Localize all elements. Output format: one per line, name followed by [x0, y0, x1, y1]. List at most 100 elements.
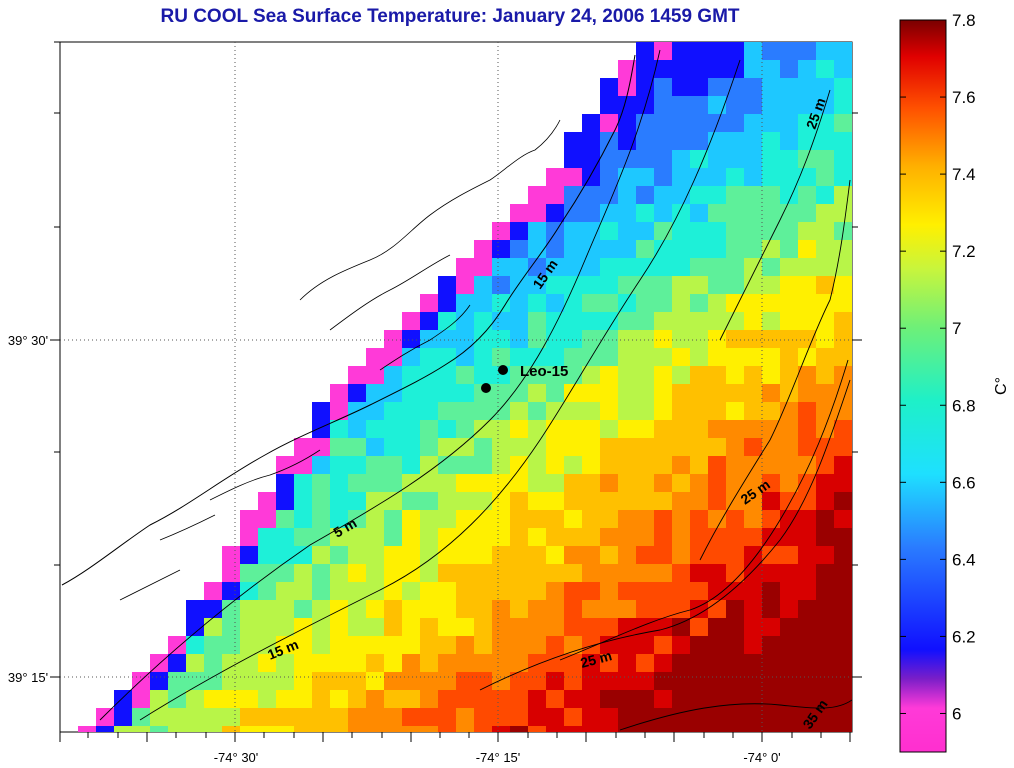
sst-cell [618, 438, 637, 457]
sst-cell [762, 204, 781, 223]
sst-cell [420, 384, 439, 403]
sst-cell [222, 654, 241, 673]
sst-cell [402, 672, 421, 691]
sst-cell [294, 546, 313, 565]
sst-cell [726, 654, 745, 673]
sst-cell [474, 492, 493, 511]
sst-cell [726, 618, 745, 637]
sst-cell [780, 168, 799, 187]
sst-cell [510, 276, 529, 295]
sst-cell [204, 726, 223, 732]
sst-cell [510, 564, 529, 583]
sst-cell [330, 600, 349, 619]
sst-cell [366, 564, 385, 583]
sst-cell [240, 600, 259, 619]
sst-cell [636, 672, 655, 691]
sst-cell [816, 312, 835, 331]
sst-cell [798, 366, 817, 385]
sst-cell [384, 708, 403, 727]
sst-cell [294, 456, 313, 475]
sst-cell [654, 42, 673, 61]
sst-cell [690, 78, 709, 97]
sst-cell [294, 564, 313, 583]
sst-cell [456, 510, 475, 529]
sst-cell [834, 438, 852, 457]
coastline [61, 54, 636, 586]
sst-cell [474, 420, 493, 439]
sst-cell [762, 222, 781, 241]
sst-cell [276, 564, 295, 583]
sst-cell [204, 708, 223, 727]
sst-cell [726, 420, 745, 439]
sst-cell [600, 492, 619, 511]
sst-cell [564, 708, 583, 727]
sst-cell [600, 114, 619, 133]
sst-cell [510, 510, 529, 529]
sst-cell [330, 582, 349, 601]
sst-cell [636, 654, 655, 673]
sst-cell [330, 528, 349, 547]
sst-cell [600, 618, 619, 637]
sst-cell [456, 726, 475, 732]
sst-cell [564, 330, 583, 349]
sst-cell [384, 492, 403, 511]
sst-cell [618, 312, 637, 331]
sst-cell [384, 546, 403, 565]
sst-cell [744, 294, 763, 313]
sst-cell [276, 690, 295, 709]
sst-cell [258, 492, 277, 511]
sst-cell [798, 564, 817, 583]
sst-cell [330, 726, 349, 732]
sst-cell [474, 438, 493, 457]
sst-cell [690, 222, 709, 241]
sst-cell [726, 726, 745, 732]
sst-cell [78, 726, 97, 732]
sst-cell [276, 600, 295, 619]
sst-cell [474, 294, 493, 313]
sst-cell [636, 402, 655, 421]
sst-cell [168, 654, 187, 673]
sst-cell [420, 528, 439, 547]
sst-cell [672, 132, 691, 151]
sst-cell [834, 348, 852, 367]
station-marker[interactable] [481, 383, 491, 393]
sst-cell [744, 240, 763, 259]
sst-cell [528, 186, 547, 205]
sst-cell [492, 654, 511, 673]
sst-cell [582, 276, 601, 295]
sst-cell [420, 402, 439, 421]
sst-cell [456, 420, 475, 439]
sst-cell [708, 564, 727, 583]
sst-cell [456, 348, 475, 367]
sst-cell [186, 690, 205, 709]
sst-cell [582, 294, 601, 313]
sst-cell [816, 546, 835, 565]
station-marker[interactable] [498, 365, 508, 375]
sst-cell [762, 636, 781, 655]
sst-cell [816, 366, 835, 385]
sst-cell [726, 708, 745, 727]
sst-cell [798, 132, 817, 151]
sst-cell [762, 78, 781, 97]
sst-cell [582, 726, 601, 732]
sst-cell [726, 510, 745, 529]
sst-cell [276, 708, 295, 727]
sst-cell [492, 474, 511, 493]
sst-cell [690, 564, 709, 583]
sst-cell [726, 672, 745, 691]
sst-cell [834, 168, 852, 187]
sst-cell [654, 60, 673, 79]
sst-cell [456, 618, 475, 637]
sst-cell [816, 168, 835, 187]
sst-cell [690, 294, 709, 313]
sst-cell [690, 204, 709, 223]
sst-cell [744, 582, 763, 601]
sst-cell [708, 618, 727, 637]
sst-cell [492, 618, 511, 637]
sst-cell [618, 366, 637, 385]
sst-cell [384, 330, 403, 349]
sst-cell [816, 726, 835, 732]
sst-cell [492, 330, 511, 349]
sst-cell [258, 528, 277, 547]
